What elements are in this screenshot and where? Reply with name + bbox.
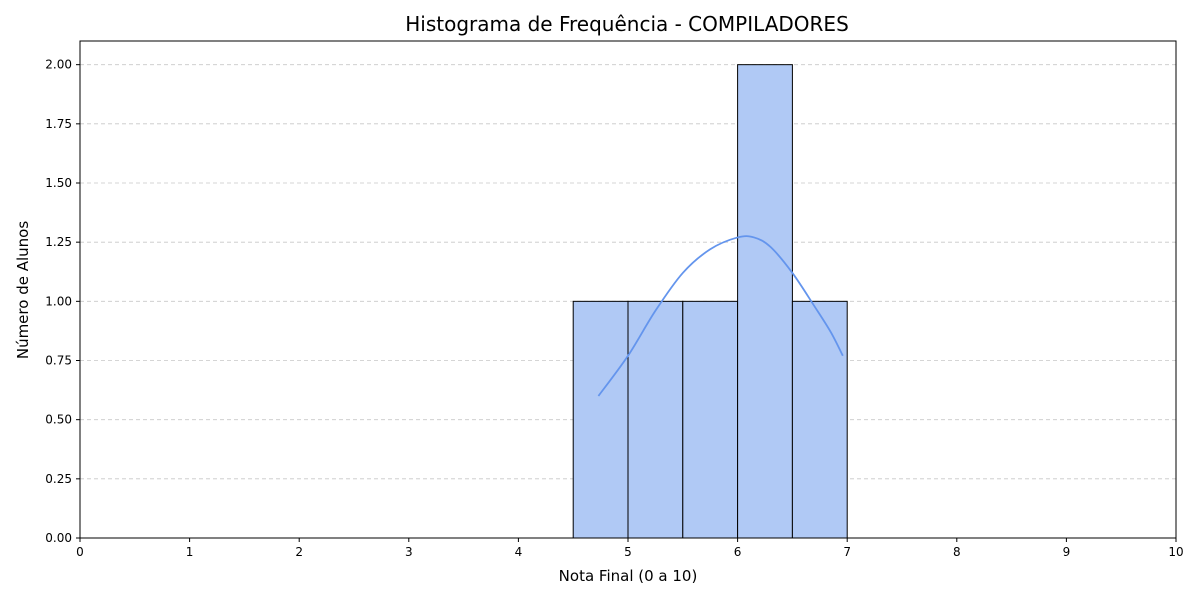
y-tick-label: 1.25	[45, 235, 72, 249]
y-tick-label: 0.75	[45, 354, 72, 368]
x-tick-label: 8	[953, 545, 961, 559]
histogram-bar	[572, 300, 629, 539]
x-tick-label: 7	[843, 545, 851, 559]
histogram-bar	[791, 300, 848, 539]
y-tick-label: 1.75	[45, 117, 72, 131]
x-axis-label: Nota Final (0 a 10)	[559, 567, 698, 585]
y-tick-label: 1.50	[45, 176, 72, 190]
x-tick-label: 5	[624, 545, 632, 559]
y-axis: 0.00 0.25 0.50 0.75 1.00 1.25 1.50 1.75 2.00	[45, 58, 80, 545]
bars-layer	[572, 64, 848, 539]
histogram-bar	[627, 300, 684, 539]
y-tick-label: 2.00	[45, 58, 72, 72]
x-tick-label: 0	[76, 545, 84, 559]
x-tick-label: 4	[515, 545, 523, 559]
kde-curve-line	[597, 235, 844, 397]
x-tick-label: 9	[1063, 545, 1071, 559]
x-tick-label: 10	[1168, 545, 1183, 559]
x-tick-label: 1	[186, 545, 194, 559]
chart-title: Histograma de Frequência - COMPILADORES	[405, 12, 849, 36]
x-axis: 0 1 2 3 4 5 6 7 8 9 10	[76, 538, 1184, 559]
x-tick-label: 2	[295, 545, 303, 559]
y-axis-label: Número de Alunos	[14, 221, 32, 359]
y-tick-label: 0.25	[45, 472, 72, 486]
y-tick-label: 1.00	[45, 294, 72, 308]
x-tick-label: 6	[734, 545, 742, 559]
x-tick-label: 3	[405, 545, 413, 559]
histogram-bar	[737, 64, 793, 539]
y-tick-label: 0.50	[45, 413, 72, 427]
y-tick-label: 0.00	[45, 531, 72, 545]
histogram-bar	[682, 300, 739, 539]
kde-layer	[597, 235, 844, 397]
